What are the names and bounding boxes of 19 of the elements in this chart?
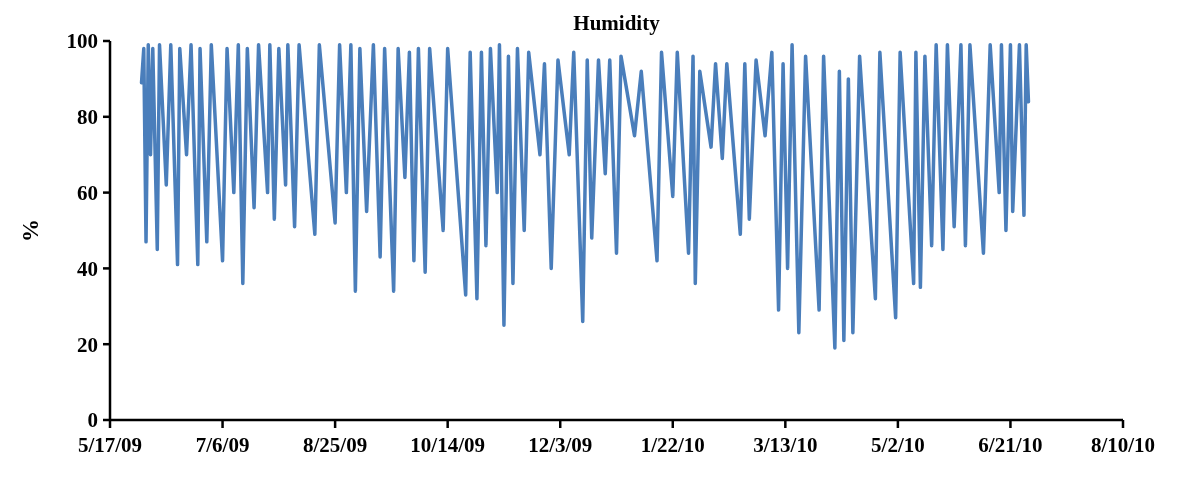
y-tick-label: 60 [77,180,98,205]
x-tick-label: 8/10/10 [1090,433,1156,457]
x-tick-label: 6/21/10 [978,433,1043,457]
y-tick-label: 0 [87,408,98,433]
y-tick-label: 100 [66,29,98,54]
y-tick-label: 40 [77,256,98,281]
x-tick-label: 8/25/09 [303,433,368,457]
y-axis-title: % [18,219,43,242]
x-tick-label: 5/17/09 [77,433,143,457]
x-tick-label: 7/6/09 [195,433,250,457]
chart-title: Humidity [573,11,661,35]
x-tick-label: 5/2/10 [871,433,925,457]
x-tick-label: 10/14/09 [410,433,485,457]
x-tick-label: 3/13/10 [753,433,818,457]
line-series [139,43,1031,350]
x-tick-label: 12/3/09 [528,433,593,457]
y-tick-label: 80 [77,105,98,130]
y-tick-label: 20 [77,332,98,357]
x-tick-label: 1/22/10 [640,433,705,457]
